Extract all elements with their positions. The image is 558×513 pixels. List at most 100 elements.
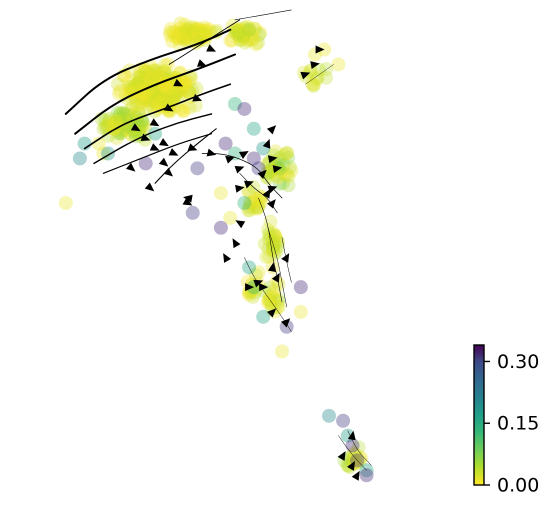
cell-point [187, 22, 202, 37]
cell-point [213, 220, 228, 235]
cell-point [177, 23, 192, 38]
cell-point [345, 449, 360, 464]
cell-point [176, 76, 191, 91]
cell-point [322, 408, 336, 423]
cell-point [152, 95, 167, 110]
cell-point [157, 86, 172, 101]
velocity-arrowhead [232, 238, 241, 249]
velocity-arrowhead [163, 103, 174, 112]
cell-point [233, 22, 248, 37]
cell-point [254, 194, 269, 209]
velocity-arrowhead [257, 169, 267, 179]
velocity-arrowhead [196, 59, 207, 67]
velocity-arrowhead [300, 71, 311, 80]
cell-point [185, 83, 200, 98]
cell-point [231, 23, 246, 38]
cell-point [157, 63, 172, 78]
velocity-arrowhead [281, 318, 291, 328]
cell-point [148, 95, 163, 110]
velocity-arrowhead [262, 188, 271, 199]
streamline [74, 53, 236, 135]
cell-point [257, 236, 272, 251]
cell-point [194, 27, 209, 42]
cell-point [147, 62, 162, 77]
cell-point [163, 21, 178, 36]
cell-point [275, 344, 289, 359]
cell-point [180, 22, 195, 37]
velocity-arrowhead [347, 461, 355, 471]
cell-point [259, 250, 274, 265]
cell-point [208, 25, 223, 40]
cell-point [267, 290, 282, 305]
cell-point [173, 84, 188, 99]
cell-point [201, 21, 216, 36]
velocity-arrowhead [281, 253, 290, 263]
cell-point [112, 86, 127, 101]
cell-point [193, 27, 208, 42]
cell-point [162, 85, 177, 100]
cell-point [116, 110, 131, 125]
cell-point [184, 27, 199, 42]
cell-point [271, 292, 286, 307]
velocity-arrowhead [125, 162, 136, 172]
streamline [64, 28, 232, 115]
cell-point [236, 29, 251, 44]
velocity-arrowhead [173, 78, 184, 87]
cell-point [244, 196, 259, 211]
cell-highlight-layer [72, 97, 374, 483]
cell-point [229, 26, 244, 41]
cell-point [98, 120, 113, 135]
cell-point [199, 24, 214, 39]
cell-point [353, 451, 368, 466]
velocity-arrowhead [144, 182, 155, 192]
velocity-arrowhead [223, 253, 232, 263]
cell-point [101, 115, 116, 130]
cell-point [251, 198, 266, 213]
cell-point [124, 100, 139, 115]
cell-point [176, 32, 191, 47]
velocity-arrowhead [243, 180, 254, 189]
cell-point [157, 80, 172, 95]
velocity-arrowhead [267, 155, 278, 164]
cell-point [238, 27, 253, 42]
cell-point [306, 78, 321, 93]
cell-point [319, 70, 334, 85]
cell-point [263, 289, 278, 304]
cell-point [101, 128, 116, 143]
cell-point [132, 92, 147, 107]
velocity-arrowhead [168, 148, 179, 156]
cell-point [191, 25, 206, 40]
cell-point [150, 94, 165, 109]
cell-point [281, 178, 296, 193]
cell-point [189, 22, 204, 37]
cell-point [248, 191, 263, 206]
cell-point [263, 296, 278, 311]
cell-point [146, 63, 161, 78]
cell-point [173, 21, 188, 36]
cell-point [160, 57, 175, 72]
cell-point [132, 70, 147, 85]
cell-point [102, 111, 117, 126]
colorbar-tick-label: 0.30 [497, 351, 539, 373]
velocity-arrowhead [337, 451, 346, 461]
cell-point [252, 27, 267, 42]
cell-point [166, 83, 181, 98]
cell-point [183, 71, 198, 86]
cell-point [351, 440, 366, 455]
cell-point [237, 101, 252, 116]
cell-point [131, 69, 146, 84]
cell-point [164, 90, 179, 105]
cell-point [273, 150, 288, 165]
cell-point [150, 92, 165, 107]
cell-point [118, 87, 133, 102]
cell-point [240, 23, 255, 38]
cell-point [228, 97, 242, 111]
cell-point [242, 22, 257, 37]
cell-point [165, 87, 180, 102]
cell-point [157, 91, 172, 106]
cell-point [177, 32, 192, 47]
cell-point [253, 189, 268, 204]
colorbar-tick-label: 0.00 [497, 475, 539, 497]
cell-point [133, 71, 148, 86]
cell-point [247, 21, 262, 36]
